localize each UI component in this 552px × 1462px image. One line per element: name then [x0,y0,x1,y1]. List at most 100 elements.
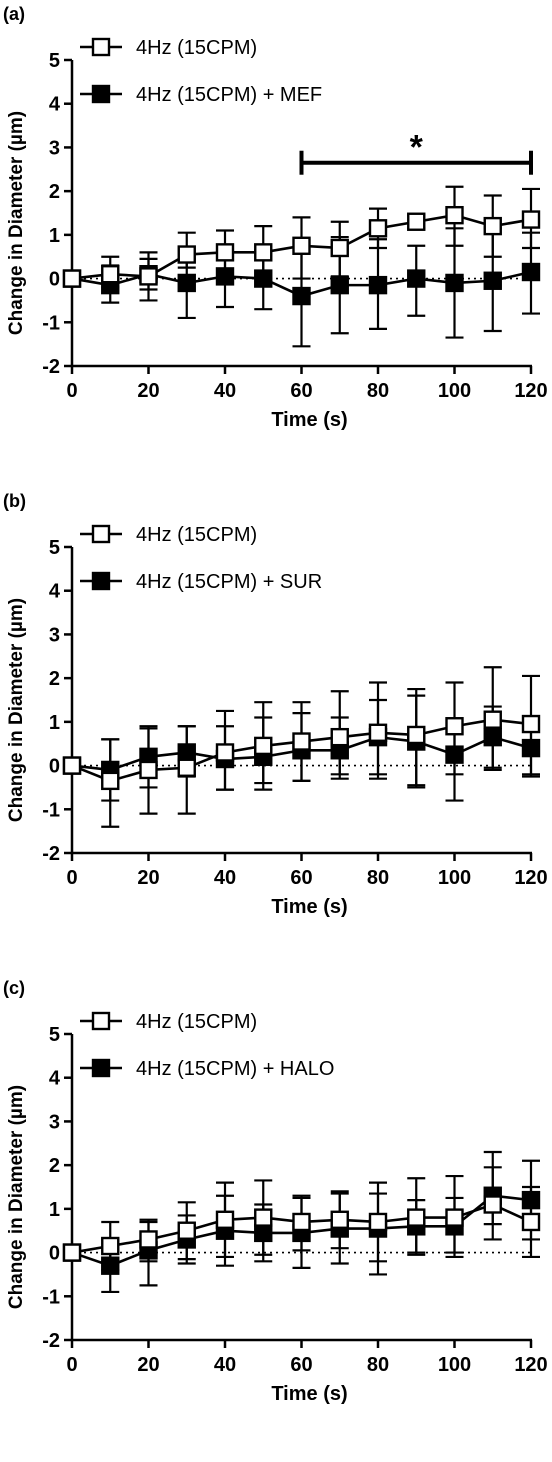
x-tick-label: 40 [214,1354,236,1376]
data-point [445,273,464,293]
data-point [215,243,235,262]
data-point [101,1236,120,1256]
x-tick-label: 60 [290,867,312,889]
x-tick-label: 20 [137,380,159,402]
x-tick-label: 120 [514,867,547,889]
data-point [330,238,349,258]
data-point [407,212,426,231]
legend-entry: 4Hz (15CPM) [136,37,257,59]
legend-marker [91,571,111,591]
y-tick-label: 3 [49,137,60,159]
data-point [254,243,273,262]
x-tick-label: 120 [514,1354,547,1376]
y-tick-label: 0 [49,1243,60,1265]
data-point [62,756,82,775]
legend-entry: 4Hz (15CPM) [136,524,257,546]
y-axis-label: Change in Diameter (µm) [6,1085,27,1309]
y-tick-label: 4 [49,94,61,116]
panel-label: (c) [3,978,25,998]
data-point [407,269,426,288]
y-tick-label: 1 [49,225,60,247]
x-tick-label: 100 [438,380,471,402]
panel-label: (b) [3,491,26,511]
x-axis-label: Time (s) [271,1383,347,1405]
x-tick-label: 80 [367,1354,389,1376]
data-point [330,727,349,747]
x-tick-label: 40 [214,867,236,889]
data-point [62,269,82,288]
data-point [368,723,388,742]
x-tick-label: 120 [514,380,547,402]
significance-star: * [410,129,424,167]
series-control [62,185,541,302]
data-point [292,1212,311,1232]
y-axis-label: Change in Diameter (µm) [6,598,27,822]
data-point [139,1230,158,1249]
data-point [215,1210,235,1229]
data-point [445,205,464,225]
data-point [177,758,196,777]
legend-entry: 4Hz (15CPM) + SUR [136,571,322,593]
data-point [483,216,502,236]
data-point [445,717,464,736]
data-point [521,1212,541,1232]
chart-c: (c) -2 -1 0 1 2 3 4 5 0 20 40 60 80 100 120 Time (s) Chan… [3,978,548,1405]
x-tick-label: 0 [66,380,77,402]
x-tick-label: 80 [367,380,389,402]
data-point [483,710,502,729]
panel-label: (a) [3,4,25,24]
y-tick-label: -1 [42,312,60,334]
y-tick-label: -1 [42,799,60,821]
y-tick-label: 1 [49,712,60,734]
x-tick-label: 40 [214,380,236,402]
data-point [177,273,196,293]
legend-entry: 4Hz (15CPM) + MEF [136,84,322,106]
x-tick-label: 100 [438,1354,471,1376]
data-point [139,760,158,780]
series-control [62,666,541,828]
x-tick-label: 20 [137,867,159,889]
y-tick-label: -1 [42,1286,60,1308]
data-point [368,1212,388,1232]
data-point [521,262,541,282]
data-point [521,714,541,734]
data-point [101,771,120,791]
data-point [215,743,235,762]
y-tick-label: -2 [42,1330,60,1352]
data-point [407,1208,426,1227]
x-tick-label: 60 [290,1354,312,1376]
legend-marker [91,524,111,544]
x-tick-label: 60 [290,380,312,402]
y-axis-label: Change in Diameter (µm) [6,111,27,335]
data-point [292,286,311,306]
y-tick-label: -2 [42,843,60,865]
y-tick-label: 0 [49,756,60,778]
y-tick-label: 5 [49,1024,60,1046]
data-point [368,275,388,295]
legend-marker [91,37,111,57]
data-point [292,236,311,255]
panel-c: (c) -2 -1 0 1 2 3 4 5 0 20 40 60 80 100 120 Time (s) Chan… [0,974,552,1461]
legend-entry: 4Hz (15CPM) [136,1011,257,1033]
panel-a: (a) -2 -1 0 1 2 3 4 5 0 20 40 60 80 100 120 Time (s) Chan… [0,0,552,487]
x-tick-label: 0 [66,867,77,889]
data-point [292,732,311,751]
data-point [407,725,426,745]
legend-marker [91,1011,111,1031]
legend-marker [91,1058,111,1078]
y-tick-label: 3 [49,1111,60,1133]
data-point [483,271,502,290]
chart-b: (b) -2 -1 0 1 2 3 4 5 0 20 40 60 80 100 120 Time (s) Chan… [3,491,548,918]
data-point [483,1195,502,1214]
data-point [368,219,388,238]
data-point [330,1210,349,1229]
legend-marker [91,84,111,104]
x-axis-label: Time (s) [271,896,347,918]
y-tick-label: -2 [42,356,60,378]
panel-b: (b) -2 -1 0 1 2 3 4 5 0 20 40 60 80 100 120 Time (s) Chan… [0,487,552,974]
series-control [62,1150,541,1272]
y-tick-label: 0 [49,269,60,291]
y-tick-label: 3 [49,624,60,646]
data-point [330,275,349,295]
x-tick-label: 20 [137,1354,159,1376]
